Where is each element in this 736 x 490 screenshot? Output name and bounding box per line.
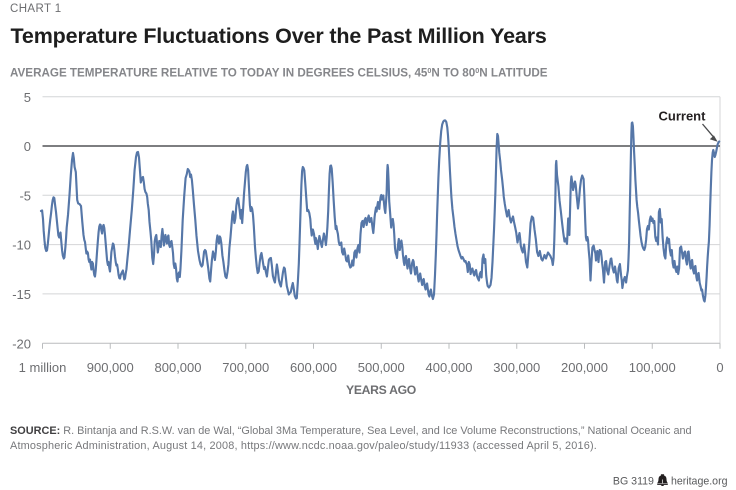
svg-text:-20: -20 [12, 336, 31, 351]
svg-text:800,000: 800,000 [155, 360, 202, 375]
svg-text:200,000: 200,000 [561, 360, 608, 375]
svg-text:100,000: 100,000 [629, 360, 676, 375]
svg-text:500,000: 500,000 [358, 360, 405, 375]
svg-text:400,000: 400,000 [426, 360, 473, 375]
svg-text:700,000: 700,000 [222, 360, 269, 375]
svg-text:600,000: 600,000 [290, 360, 337, 375]
svg-text:0: 0 [716, 360, 723, 375]
svg-text:Current: Current [659, 109, 707, 124]
svg-text:0: 0 [24, 139, 31, 154]
svg-text:900,000: 900,000 [87, 360, 134, 375]
svg-text:-5: -5 [19, 188, 31, 203]
svg-text:1 million: 1 million [19, 360, 67, 375]
svg-text:-15: -15 [12, 287, 31, 302]
svg-text:-10: -10 [12, 238, 31, 253]
svg-text:YEARS AGO: YEARS AGO [346, 383, 416, 397]
svg-text:300,000: 300,000 [493, 360, 540, 375]
svg-text:5: 5 [24, 90, 31, 105]
